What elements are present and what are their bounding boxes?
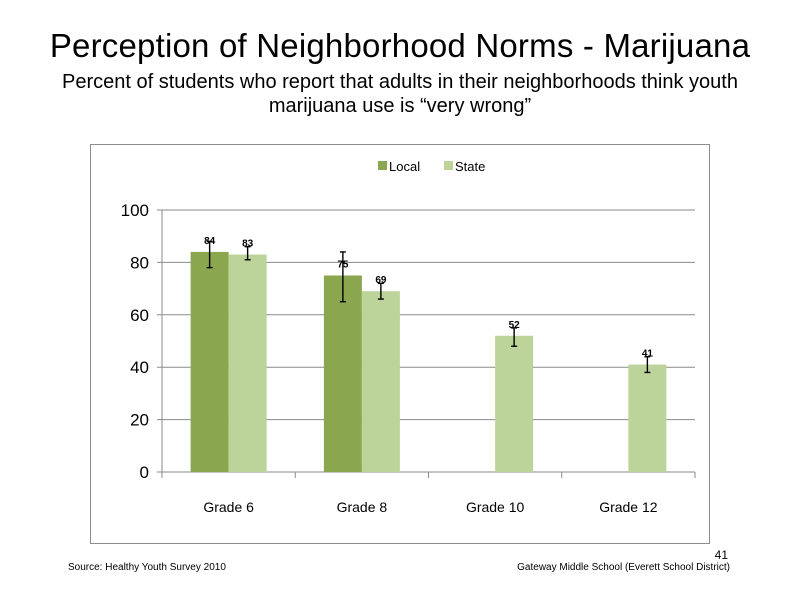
bar-state — [495, 335, 534, 472]
y-tick-label: 0 — [140, 463, 149, 482]
legend-label-state: State — [455, 159, 485, 174]
y-tick-label: 80 — [130, 253, 149, 272]
y-tick-label: 100 — [121, 201, 149, 220]
page-number: 41 — [714, 548, 728, 562]
bar-local — [323, 275, 362, 472]
source-note: Source: Healthy Youth Survey 2010 — [68, 562, 226, 573]
x-tick-label: Grade 12 — [599, 499, 658, 515]
bar-local — [190, 251, 229, 472]
data-label: 83 — [242, 239, 254, 250]
data-label: 69 — [375, 275, 387, 286]
data-label: 84 — [204, 236, 216, 247]
data-label: 52 — [509, 320, 521, 331]
y-tick-label: 20 — [130, 411, 149, 430]
bar-state — [228, 254, 267, 472]
x-tick-label: Grade 10 — [466, 499, 525, 515]
slide-subtitle: Percent of students who report that adul… — [62, 71, 738, 117]
legend-swatch-state — [444, 161, 453, 170]
legend-label-local: Local — [389, 159, 420, 174]
school-name: Gateway Middle School (Everett School Di… — [517, 562, 730, 573]
y-tick-label: 60 — [130, 306, 149, 325]
slide-title: Perception of Neighborhood Norms - Marij… — [49, 27, 751, 64]
legend-swatch-local — [378, 161, 387, 170]
x-tick-label: Grade 6 — [203, 499, 254, 515]
x-tick-label: Grade 8 — [337, 499, 388, 515]
data-label: 41 — [642, 349, 654, 360]
data-label: 75 — [337, 260, 349, 271]
chart-frame — [90, 144, 710, 544]
y-tick-label: 40 — [130, 358, 149, 377]
bar-state — [628, 364, 667, 472]
bar-state — [361, 291, 400, 472]
